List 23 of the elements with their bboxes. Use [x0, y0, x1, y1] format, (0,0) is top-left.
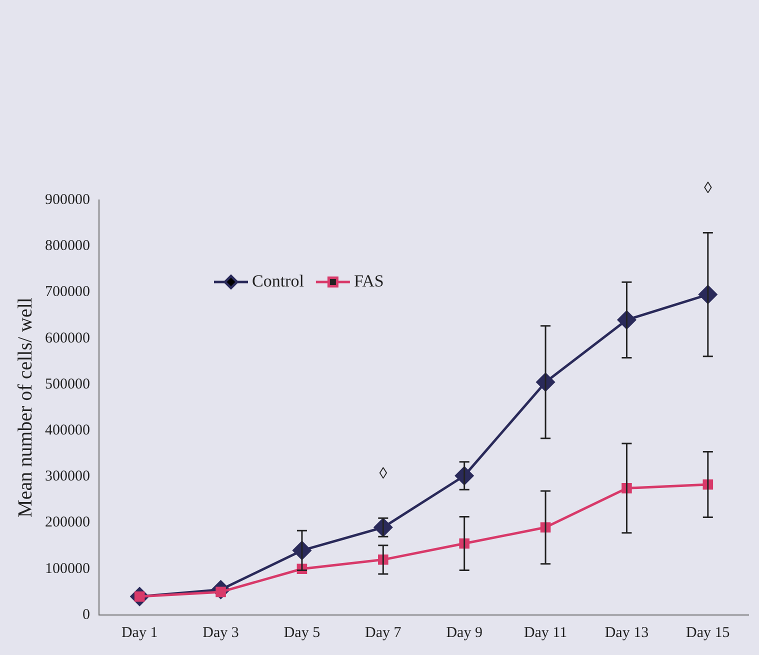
annotation: ◊: [704, 180, 712, 197]
x-tick-label: Day 15: [686, 624, 730, 641]
y-tick-label: 400000: [45, 422, 90, 438]
y-tick-label: 300000: [45, 468, 90, 485]
legend-label: FAS: [354, 271, 384, 290]
x-tick-label: Day 13: [604, 624, 649, 641]
x-tick-label: Day 11: [524, 624, 568, 641]
x-tick-label: Day 9: [446, 624, 482, 641]
y-tick-label: 600000: [45, 330, 90, 346]
x-tick-label: Day 3: [202, 624, 239, 641]
legend-label: Control: [252, 271, 304, 290]
y-tick-label: 700000: [45, 284, 90, 300]
y-tick-label: 100000: [45, 560, 90, 577]
y-tick-label: 800000: [45, 238, 90, 254]
y-axis-title: Mean number of cells/ well: [14, 297, 36, 518]
x-tick-label: Day 7: [365, 624, 402, 641]
x-tick-label: Day 1: [121, 624, 158, 641]
x-tick-label: Day 5: [284, 624, 320, 641]
y-tick-label: 200000: [45, 514, 90, 531]
annotation: ◊: [379, 465, 388, 482]
y-tick-label: 900000: [45, 192, 90, 208]
y-tick-label: 500000: [45, 376, 90, 392]
y-tick-label: 0: [82, 606, 90, 623]
